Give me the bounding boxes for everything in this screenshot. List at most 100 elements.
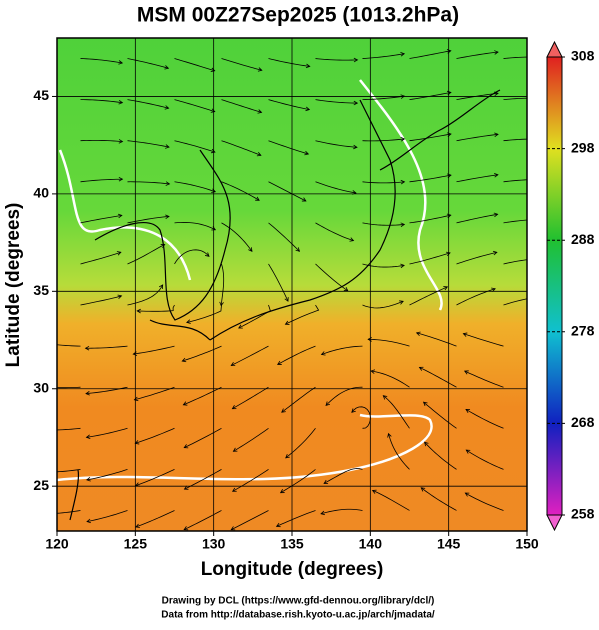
streamline-arrow (542, 96, 546, 100)
coastline (149, 99, 396, 341)
streamline-arrow (136, 308, 141, 314)
streamline-arrow (387, 432, 392, 438)
streamline (456, 174, 498, 183)
y-tick-label: 25 (33, 477, 49, 493)
streamline (57, 510, 81, 514)
streamline (320, 508, 363, 515)
streamline (315, 58, 358, 61)
streamline-arrow (353, 57, 359, 63)
streamline-arrow (400, 137, 406, 142)
streamline (86, 510, 128, 522)
streamline (182, 345, 222, 362)
streamline (362, 300, 404, 309)
streamline (409, 133, 452, 142)
streamline-arrow (494, 172, 499, 178)
streamline (80, 178, 123, 183)
streamline-arrow (301, 197, 307, 202)
streamline-arrow (464, 492, 470, 497)
streamline (362, 181, 405, 184)
streamline (503, 219, 527, 224)
streamline-arrow (382, 395, 388, 400)
streamline (456, 251, 497, 265)
streamline (409, 252, 451, 265)
streamline (86, 427, 128, 438)
credit: Data from http://database.rish.kyoto-u.a… (161, 610, 435, 621)
chart-title: MSM 00Z27Sep2025 (1013.2hPa) (137, 4, 459, 27)
streamline-arrow (39, 512, 43, 516)
streamline (503, 56, 527, 59)
streamline-arrow (349, 237, 355, 242)
x-tick-label: 145 (437, 536, 461, 552)
streamline-arrow (182, 401, 188, 406)
streamline-arrow (399, 300, 404, 305)
colorbar-tick-label: 268 (571, 414, 595, 430)
streamline-arrow (462, 332, 468, 337)
streamline (323, 468, 363, 484)
streamline-arrow (285, 453, 290, 459)
streamline-arrow (443, 286, 449, 291)
streamline (268, 99, 310, 110)
streamline (388, 433, 410, 470)
streamline-arrow (210, 67, 216, 72)
streamline (221, 58, 262, 71)
streamline (362, 53, 405, 59)
streamline (174, 99, 215, 112)
streamline (464, 370, 504, 388)
streamlines (39, 49, 546, 531)
isobar (359, 79, 443, 311)
streamline-arrow (305, 63, 311, 69)
streamline-arrow (415, 331, 421, 336)
streamline (57, 386, 81, 389)
colorbar-min-arrow (546, 514, 563, 532)
streamline (383, 395, 410, 429)
streamline-arrow (275, 522, 281, 528)
streamline-arrow (135, 523, 140, 528)
streamline (419, 367, 457, 388)
streamline-arrow (256, 152, 262, 157)
streamline-arrow (541, 295, 545, 299)
streamline (423, 401, 457, 429)
streamline (85, 345, 128, 349)
streamline (57, 468, 81, 473)
streamline (280, 469, 316, 494)
streamline (221, 222, 253, 252)
streamline (277, 345, 316, 365)
streamline (420, 487, 457, 511)
streamline-arrow (230, 361, 236, 367)
streamline (183, 386, 222, 406)
streamline-arrow (465, 408, 471, 414)
streamline (127, 216, 170, 224)
streamline (127, 58, 169, 69)
streamline (362, 95, 405, 101)
streamline (276, 510, 316, 527)
streamline-arrow (320, 351, 326, 356)
coastline (379, 89, 501, 171)
streamline-arrow (400, 52, 406, 57)
streamline-arrow (284, 297, 289, 302)
streamline (221, 181, 260, 201)
streamline (315, 140, 357, 148)
streamline (268, 58, 310, 67)
x-tick-label: 120 (45, 536, 69, 552)
streamline (362, 263, 405, 268)
streamline-arrow (85, 434, 91, 440)
streamline-arrow (463, 370, 469, 375)
streamline-arrow (277, 360, 282, 365)
streamline (80, 295, 122, 306)
streamline-arrow (542, 217, 546, 221)
streamline (466, 449, 504, 470)
streamline (80, 139, 123, 142)
streamline-arrow (418, 366, 424, 371)
streamline-arrow (164, 65, 170, 70)
streamline (503, 97, 527, 101)
streamline-arrow (118, 176, 124, 182)
streamline-arrow (541, 256, 545, 260)
streamline (186, 305, 222, 323)
streamline (268, 263, 289, 302)
streamline-arrow (158, 284, 164, 289)
streamline (409, 214, 451, 224)
streamline-arrow (353, 144, 358, 150)
x-tick-label: 135 (280, 536, 304, 552)
streamline-arrow (86, 518, 91, 524)
